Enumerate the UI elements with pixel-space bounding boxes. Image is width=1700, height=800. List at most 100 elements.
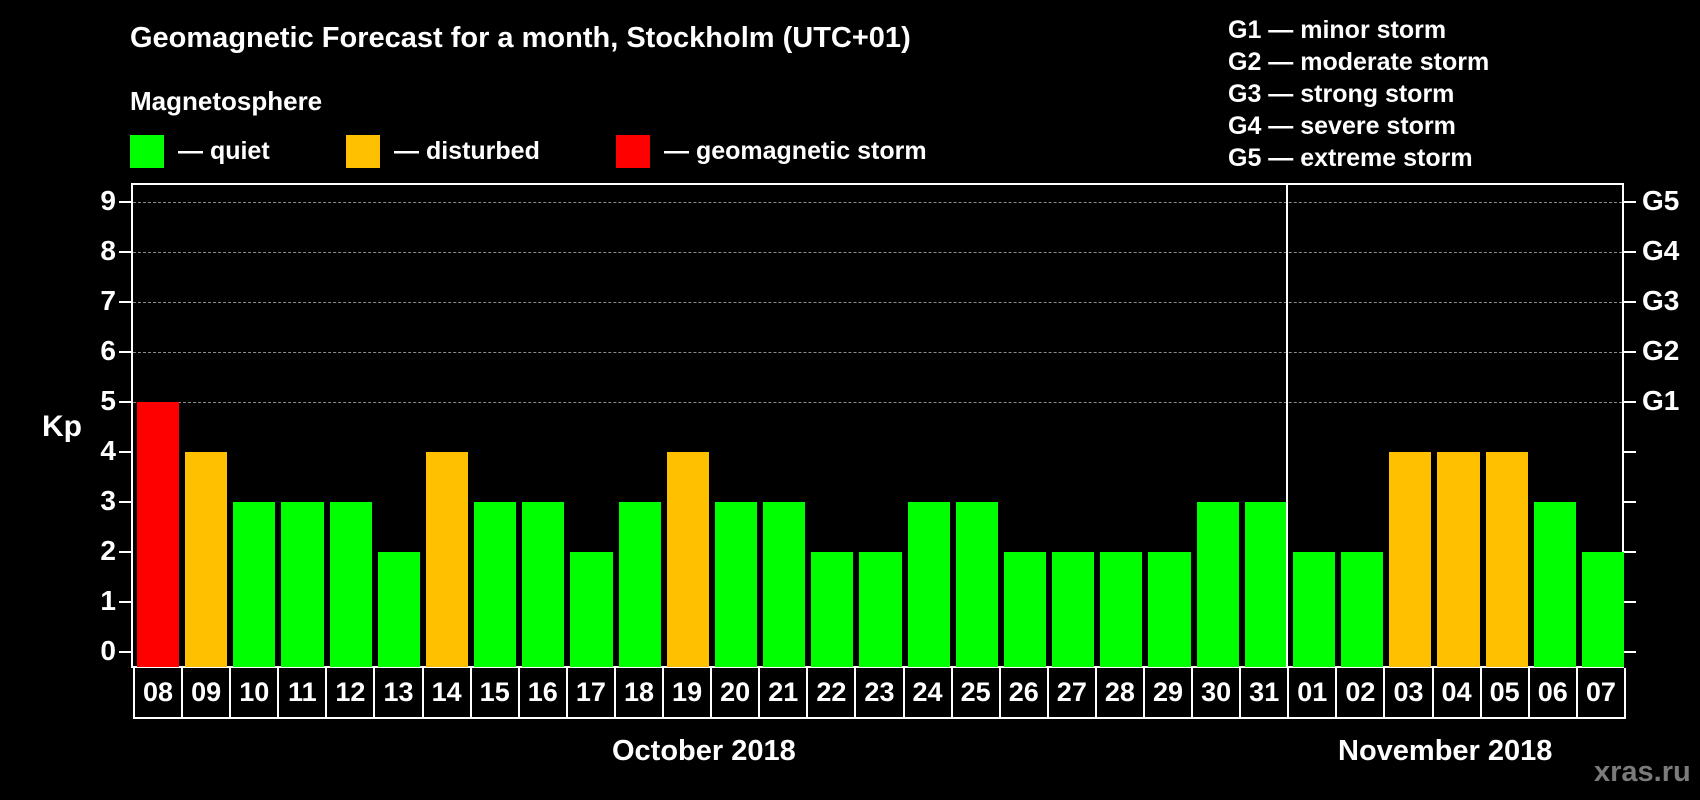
- x-day-label: 17: [568, 668, 616, 717]
- x-day-label: 16: [520, 668, 568, 717]
- kp-bar-18: [618, 502, 661, 667]
- y-tick-right: [1624, 201, 1636, 203]
- kp-bar-26: [1003, 552, 1047, 667]
- x-day-label: 08: [135, 668, 184, 717]
- y-tick-left: [119, 451, 131, 453]
- kp-bar-19: [666, 452, 709, 667]
- kp-bar-01: [1292, 552, 1336, 667]
- x-day-label: 28: [1097, 668, 1145, 717]
- legend-storm-label: — geomagnetic storm: [664, 136, 927, 165]
- quiet-swatch-icon: [130, 134, 164, 168]
- g-scale-label-g5: G5: [1642, 185, 1680, 216]
- kp-bar-27: [1052, 552, 1095, 667]
- x-day-label: 30: [1193, 668, 1242, 717]
- x-day-label: 25: [953, 668, 1001, 717]
- legend-disturbed: — disturbed: [346, 134, 540, 168]
- y-tick-label: 0: [100, 635, 116, 666]
- g-scale-label-g3: G3: [1642, 285, 1680, 316]
- kp-bar-02: [1341, 552, 1384, 667]
- y-axis-label: Kp: [42, 410, 82, 443]
- legend-disturbed-label: — disturbed: [394, 136, 540, 165]
- kp-bar-12: [329, 502, 372, 667]
- kp-bar-10: [233, 502, 276, 667]
- y-tick-right: [1624, 551, 1636, 553]
- x-day-label: 10: [231, 668, 280, 717]
- kp-bar-17: [570, 552, 613, 667]
- y-tick-left: [119, 301, 131, 303]
- y-tick-label: 3: [100, 485, 116, 516]
- plot-area: [131, 183, 1624, 668]
- x-day-label: 03: [1385, 668, 1434, 717]
- gridline-kp-9: [133, 202, 1622, 203]
- x-day-label: 14: [424, 668, 472, 717]
- kp-bar-31: [1244, 502, 1287, 667]
- x-day-label: 23: [856, 668, 905, 717]
- kp-bar-29: [1148, 552, 1191, 667]
- kp-bar-15: [474, 502, 517, 667]
- y-tick-left: [119, 651, 131, 653]
- kp-bar-14: [425, 452, 469, 667]
- y-tick-right: [1624, 401, 1636, 403]
- kp-bar-06: [1533, 502, 1576, 667]
- x-day-label: 02: [1337, 668, 1386, 717]
- kp-bar-24: [907, 502, 950, 667]
- x-day-label: 20: [712, 668, 761, 717]
- x-day-label: 04: [1434, 668, 1482, 717]
- y-tick-right: [1624, 451, 1636, 453]
- gridline-kp-8: [133, 252, 1622, 253]
- y-tick-left: [119, 551, 131, 553]
- kp-bar-05: [1485, 452, 1528, 667]
- y-tick-right: [1624, 251, 1636, 253]
- x-day-label: 01: [1289, 668, 1338, 717]
- y-tick-label: 7: [100, 285, 116, 316]
- legend-quiet-label: — quiet: [178, 136, 270, 165]
- chart-title: Geomagnetic Forecast for a month, Stockh…: [130, 22, 911, 54]
- y-tick-right: [1624, 301, 1636, 303]
- kp-bar-11: [281, 502, 324, 667]
- g-scale-label-g1: G1: [1642, 385, 1680, 416]
- y-tick-left: [119, 251, 131, 253]
- y-tick-left: [119, 351, 131, 353]
- g5-description: G5 — extreme storm: [1228, 144, 1473, 172]
- x-axis-day-labels: 08 09 10 11 12 13 14 15 16 17 18 19 20 21 22 23 24 25 26 27…: [133, 668, 1626, 719]
- kp-bar-30: [1196, 502, 1239, 667]
- x-day-label: 11: [279, 668, 328, 717]
- x-day-label: 22: [808, 668, 857, 717]
- kp-bar-25: [955, 502, 998, 667]
- month-separator: [1285, 183, 1288, 668]
- x-day-label: 05: [1482, 668, 1530, 717]
- x-day-label: 27: [1049, 668, 1097, 717]
- y-tick-left: [119, 501, 131, 503]
- y-tick-right: [1624, 501, 1636, 503]
- kp-bar-22: [811, 552, 854, 667]
- x-day-label: 29: [1145, 668, 1194, 717]
- x-day-label: 21: [760, 668, 809, 717]
- storm-swatch-icon: [616, 134, 650, 168]
- gridline-kp-5: [133, 402, 1622, 403]
- g-scale-label-g2: G2: [1642, 335, 1680, 366]
- y-tick-right: [1624, 601, 1636, 603]
- disturbed-swatch-icon: [346, 134, 380, 168]
- x-day-label: 07: [1585, 677, 1616, 707]
- legend-title: Magnetosphere: [130, 86, 323, 116]
- storm-scale-legend: G1 — minor storm G2 — moderate storm G3 …: [1228, 14, 1489, 174]
- y-tick-label: 6: [100, 335, 116, 366]
- g3-description: G3 — strong storm: [1228, 80, 1455, 108]
- kp-bar-23: [859, 552, 902, 667]
- gridline-kp-6: [133, 352, 1622, 353]
- kp-bar-07: [1581, 552, 1624, 667]
- x-day-label: 18: [616, 668, 665, 717]
- y-tick-left: [119, 201, 131, 203]
- kp-bar-28: [1100, 552, 1143, 667]
- x-day-label: 09: [183, 668, 232, 717]
- kp-bar-21: [763, 502, 806, 667]
- kp-bar-04: [1437, 452, 1480, 667]
- x-day-label: 12: [327, 668, 376, 717]
- x-day-label: 19: [664, 668, 713, 717]
- month-label-october: October 2018: [612, 735, 796, 767]
- y-tick-label: 5: [100, 385, 116, 416]
- y-tick-left: [119, 601, 131, 603]
- y-tick-label: 2: [100, 535, 116, 566]
- g2-description: G2 — moderate storm: [1228, 48, 1490, 76]
- kp-bar-09: [185, 452, 228, 667]
